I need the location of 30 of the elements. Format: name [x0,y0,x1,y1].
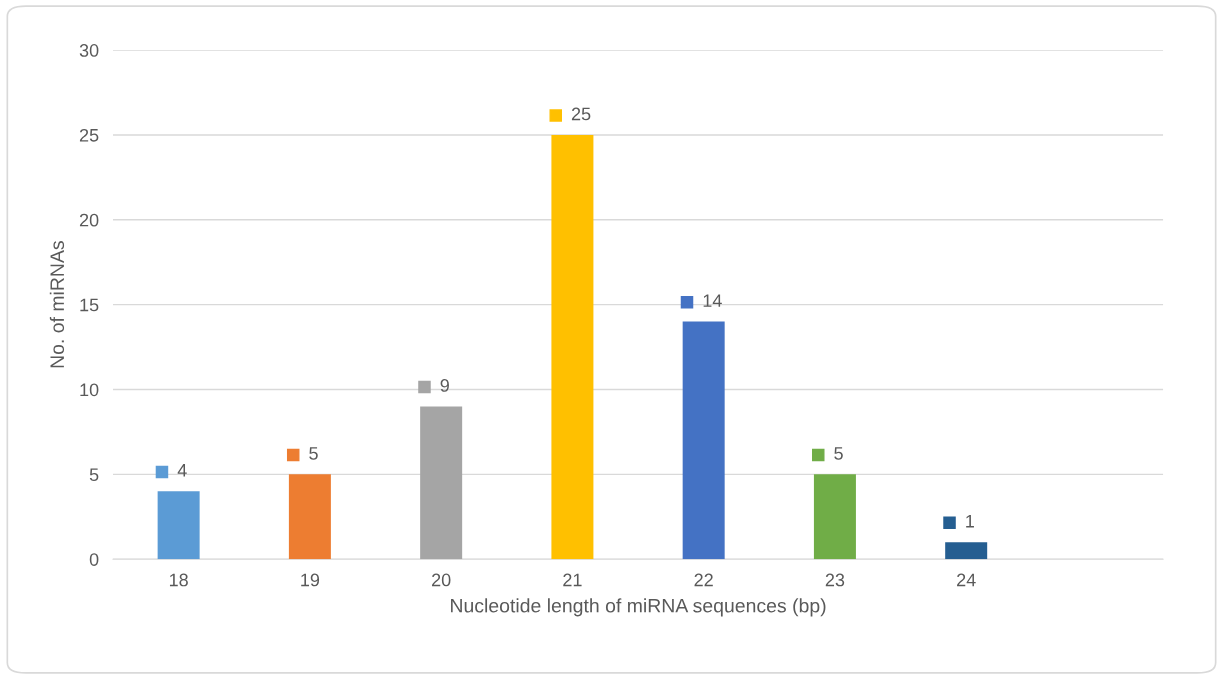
data-label: 9 [440,379,449,392]
x-tick-label: 21 [563,573,582,587]
bar [157,491,200,560]
data-label: 14 [703,294,722,307]
bar [288,474,331,560]
bar [813,474,856,560]
y-tick-label: 15 [80,298,99,312]
x-tick-label: 23 [825,573,845,587]
data-label: 5 [834,447,843,460]
x-axis-title: Nucleotide length of miRNA sequences (bp) [451,598,826,617]
y-tick-label: 25 [79,128,99,142]
y-tick-label: 0 [89,553,99,566]
x-tick-label: 20 [432,573,451,587]
y-tick-label: 30 [79,44,99,57]
x-tick-label: 18 [169,573,188,587]
bar [682,321,725,560]
data-label: 25 [571,107,591,121]
y-tick-label: 5 [89,468,99,482]
bar [551,134,594,560]
x-tick-label: 19 [301,573,320,587]
y-tick-label: 20 [79,213,99,227]
bar [420,406,463,560]
data-label: 5 [309,447,318,460]
bar [945,542,988,560]
data-label: 1 [966,515,974,528]
y-axis-title: No. of miRNAs [49,241,65,368]
x-tick-label: 22 [694,573,713,587]
x-tick-label: 24 [957,573,976,587]
y-tick-label: 10 [80,383,99,397]
data-label: 4 [177,464,187,477]
